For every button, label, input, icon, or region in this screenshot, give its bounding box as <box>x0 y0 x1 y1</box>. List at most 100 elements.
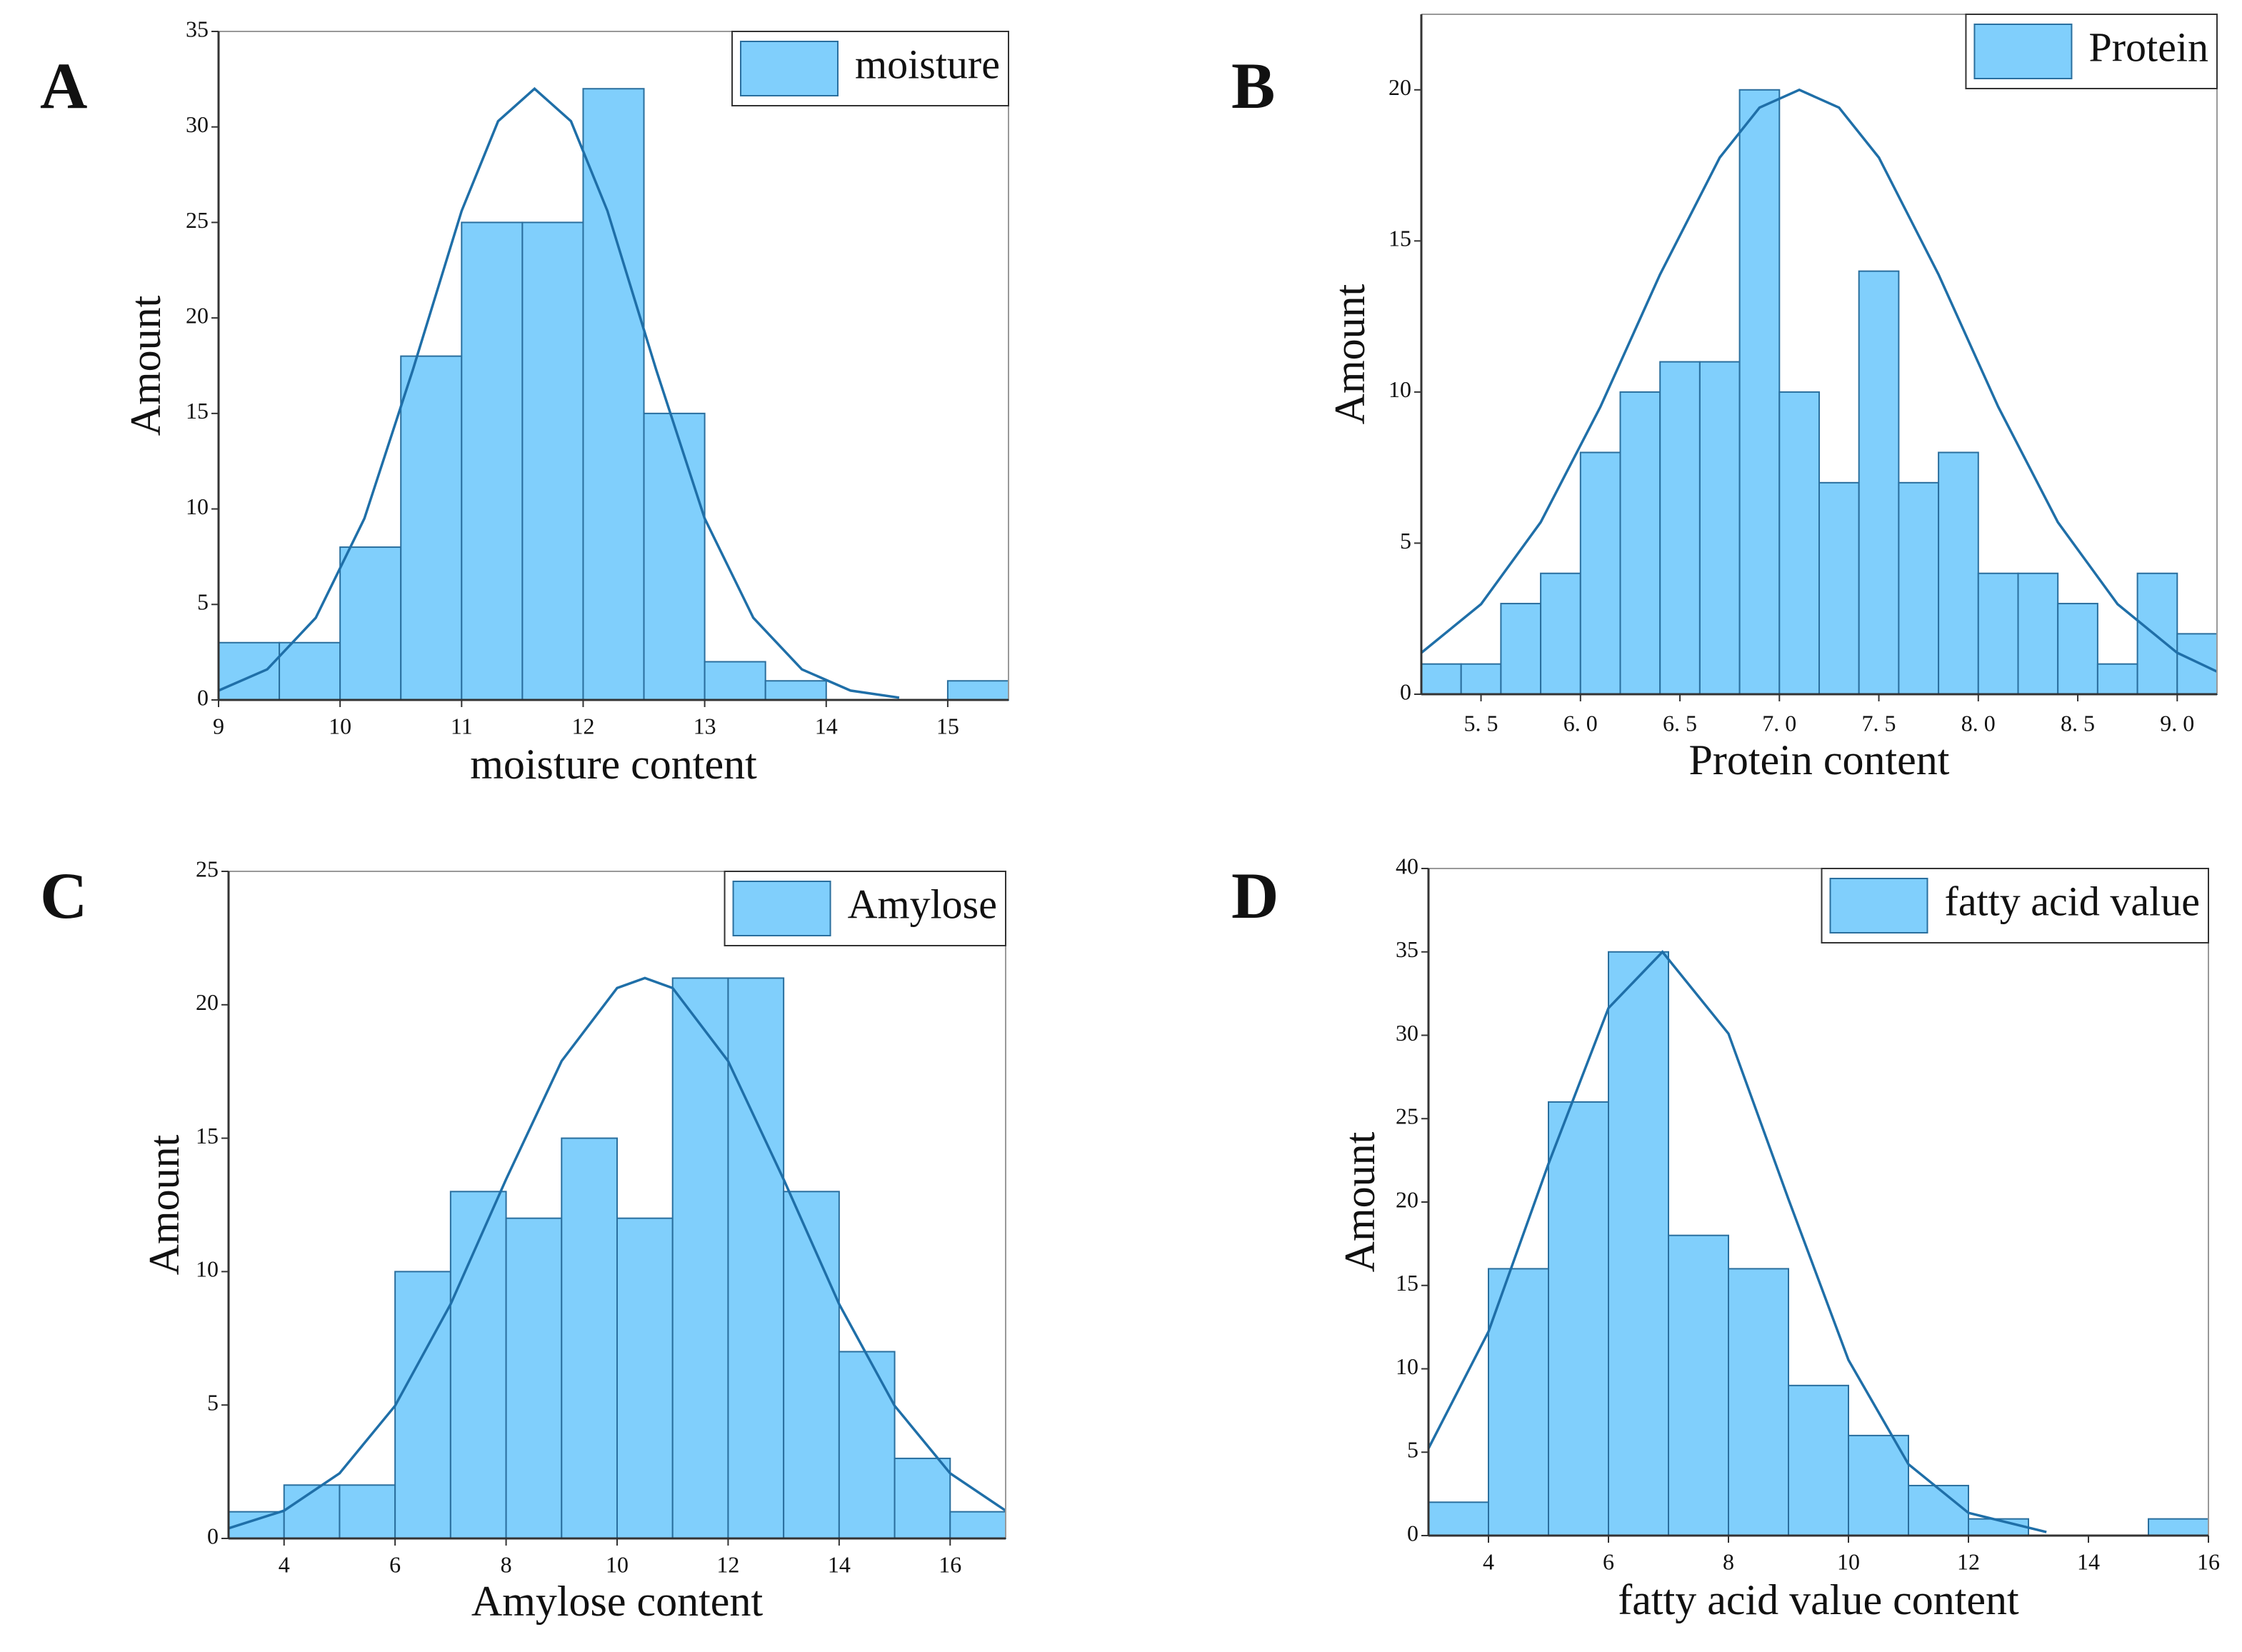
panel-label: C <box>40 859 87 932</box>
histogram-bar <box>1788 1384 1849 1536</box>
x-tick-label: 8. 0 <box>1961 710 1996 736</box>
x-tick-label: 10 <box>606 1551 629 1577</box>
y-tick-label: 25 <box>196 856 219 881</box>
histogram-bar <box>1460 663 1502 696</box>
y-tick-label: 15 <box>1388 226 1411 251</box>
y-tick-label: 0 <box>197 684 209 710</box>
x-tick-label: 6 <box>1603 1548 1614 1574</box>
x-tick-label: 9 <box>213 713 224 739</box>
histogram-bar <box>1619 391 1661 696</box>
y-tick-label: 5 <box>197 589 209 615</box>
y-tick-label: 30 <box>186 111 209 137</box>
histogram-bar <box>1738 89 1781 696</box>
histogram-bar <box>1540 572 1581 695</box>
fit-curve <box>228 976 1006 1530</box>
x-tick-label: 12 <box>571 713 594 739</box>
histogram-bar <box>1659 361 1701 695</box>
y-tick-label: 10 <box>186 494 209 519</box>
x-tick-label: 7. 0 <box>1762 710 1796 736</box>
y-tick-label: 20 <box>186 302 209 328</box>
y-tick-label: 0 <box>1407 1520 1418 1546</box>
y-axis-label: Amount <box>122 295 169 436</box>
histogram-bar <box>2096 663 2138 696</box>
x-tick-label: 14 <box>828 1551 851 1577</box>
legend-label: Protein <box>2088 24 2208 70</box>
histogram-bar <box>949 1511 1007 1539</box>
x-tick-label: 15 <box>936 713 959 739</box>
histogram-bar <box>1898 481 1940 695</box>
y-axis-label: Amount <box>141 1134 188 1275</box>
histogram-bar <box>616 1217 674 1540</box>
x-axis-label: Amylose content <box>471 1578 764 1625</box>
histogram-bar <box>394 1271 451 1540</box>
histogram-bar <box>1698 361 1741 695</box>
legend: Amylose <box>724 871 1006 946</box>
y-tick-label: 0 <box>207 1523 219 1548</box>
y-tick-label: 15 <box>196 1123 219 1148</box>
y-tick-label: 15 <box>186 398 209 424</box>
histogram-bar <box>1608 951 1669 1536</box>
histogram-bar <box>1579 451 1621 695</box>
x-tick-label: 4 <box>1483 1548 1494 1574</box>
x-tick-label: 5. 5 <box>1464 710 1498 736</box>
histogram-bar <box>339 1484 396 1540</box>
y-tick-label: 5 <box>1400 528 1411 554</box>
x-tick-label: 12 <box>1957 1548 1980 1574</box>
x-axis-label: moisture content <box>470 741 757 788</box>
histogram-bar <box>1728 1268 1789 1537</box>
x-tick-label: 8. 5 <box>2061 710 2095 736</box>
histogram-bar <box>2148 1518 2209 1536</box>
histogram-bar <box>1548 1101 1609 1536</box>
y-tick-label: 40 <box>1396 853 1418 878</box>
histogram-bar <box>764 680 827 701</box>
x-axis-label: Protein content <box>1689 736 1950 784</box>
y-tick-label: 35 <box>186 16 209 41</box>
histogram-bar <box>339 546 402 701</box>
legend: moisture <box>731 31 1009 106</box>
legend-label: fatty acid value <box>1945 878 2201 924</box>
x-tick-label: 14 <box>815 713 838 739</box>
histogram-bar <box>1428 1501 1489 1537</box>
histogram-bar <box>838 1351 896 1539</box>
histogram-bar <box>1818 481 1860 695</box>
y-tick-label: 5 <box>1407 1437 1418 1463</box>
y-axis-label: Amount <box>1336 1131 1383 1272</box>
legend-swatch <box>740 41 839 96</box>
histogram-bar <box>894 1457 951 1540</box>
histogram-bar <box>218 641 281 701</box>
histogram-bar <box>2057 603 2098 695</box>
x-tick-label: 9. 0 <box>2160 710 2194 736</box>
histogram-bar <box>946 680 1010 701</box>
histogram-bar <box>671 977 729 1539</box>
x-tick-label: 16 <box>939 1551 961 1577</box>
x-tick-label: 10 <box>1837 1548 1860 1574</box>
x-axis-label: fatty acid value content <box>1618 1576 2019 1623</box>
histogram-bar <box>643 412 706 701</box>
x-tick-label: 14 <box>2077 1548 2100 1574</box>
x-tick-label: 6. 0 <box>1563 710 1598 736</box>
histogram-bar <box>727 977 785 1539</box>
y-tick-label: 20 <box>1396 1186 1418 1212</box>
histogram-bar <box>1500 603 1542 695</box>
y-tick-label: 5 <box>207 1390 219 1416</box>
panel-label: B <box>1231 49 1275 122</box>
panel-label: D <box>1231 859 1278 932</box>
histogram-bar <box>582 88 645 701</box>
y-tick-label: 20 <box>196 989 219 1015</box>
x-tick-label: 16 <box>2197 1548 2220 1574</box>
x-tick-label: 6 <box>389 1551 401 1577</box>
fit-curve <box>1420 88 2218 673</box>
legend-label: moisture <box>855 41 1000 87</box>
panel-label: A <box>40 49 87 122</box>
x-tick-label: 11 <box>451 713 473 739</box>
y-tick-label: 15 <box>1396 1270 1418 1296</box>
legend-swatch <box>732 881 831 936</box>
histogram-bar <box>1668 1234 1729 1536</box>
histogram-bar <box>1908 1484 1969 1536</box>
legend: fatty acid value <box>1821 868 2209 943</box>
legend: Protein <box>1965 14 2218 89</box>
y-tick-label: 10 <box>196 1256 219 1282</box>
histogram-bar <box>2017 572 2059 695</box>
